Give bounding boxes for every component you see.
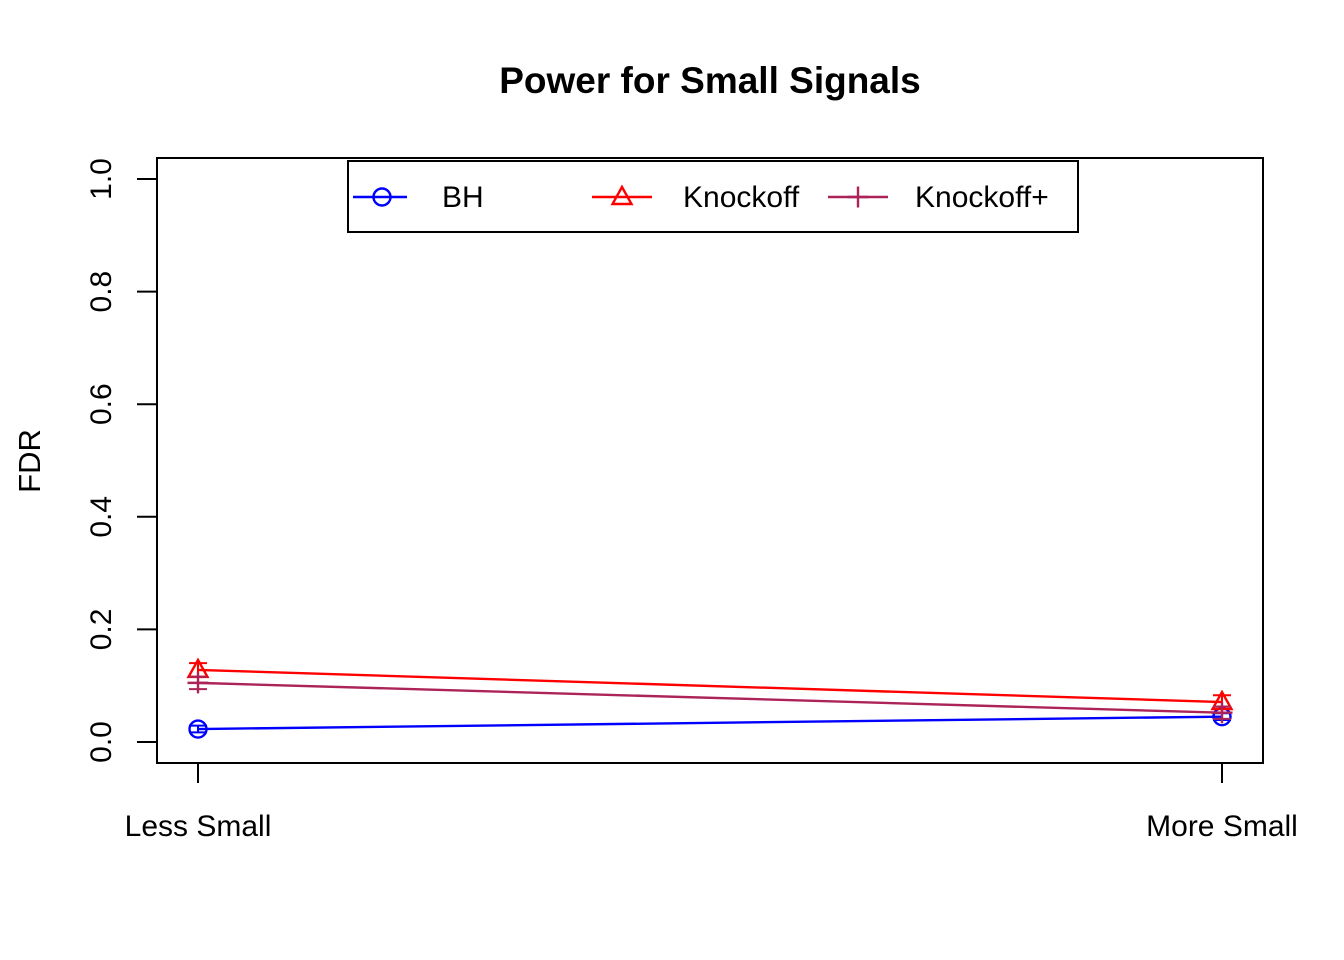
legend-marker-bh-circle-icon [372,187,392,207]
series-line-bh [197,715,1223,731]
y-axis: 0.0 0.2 0.4 0.6 0.8 1.0 [85,158,157,763]
y-axis-tick-label: 0.4 [85,496,118,538]
y-axis-tick-label: 0.2 [85,609,118,651]
legend-entry-bh: BH [353,181,484,214]
series-layer [186,657,1234,739]
y-axis-tick-label: 0.8 [85,271,118,313]
x-axis: Less Small More Small [125,763,1298,843]
legend-label-knockoff: Knockoff [683,181,800,214]
plot-border [156,157,1264,764]
y-axis-tick-label: 0.0 [85,721,118,763]
data-point-bh-circle-icon [188,719,208,739]
legend-box [347,160,1079,233]
legend-entry-knockoff: Knockoff [592,181,800,214]
x-axis-tick-label: Less Small [125,810,272,843]
y-axis-tick-label: 1.0 [85,158,118,200]
chart-title: Power for Small Signals [499,60,921,101]
legend: BH Knockoff Knockoff+ [347,160,1079,233]
series-line-knockoff [197,668,1223,704]
legend-entry-knockoff: Knockoff+ [828,181,1049,214]
series-line-knockoff [197,681,1223,714]
legend-label-bh: BH [442,181,484,214]
legend-label-knockoff: Knockoff+ [915,181,1049,214]
legend-marker-knockoff-triangle-icon [610,184,634,206]
x-axis-tick-label: More Small [1146,810,1298,843]
y-axis-title: FDR [12,429,47,493]
y-axis-tick-label: 0.6 [85,383,118,425]
